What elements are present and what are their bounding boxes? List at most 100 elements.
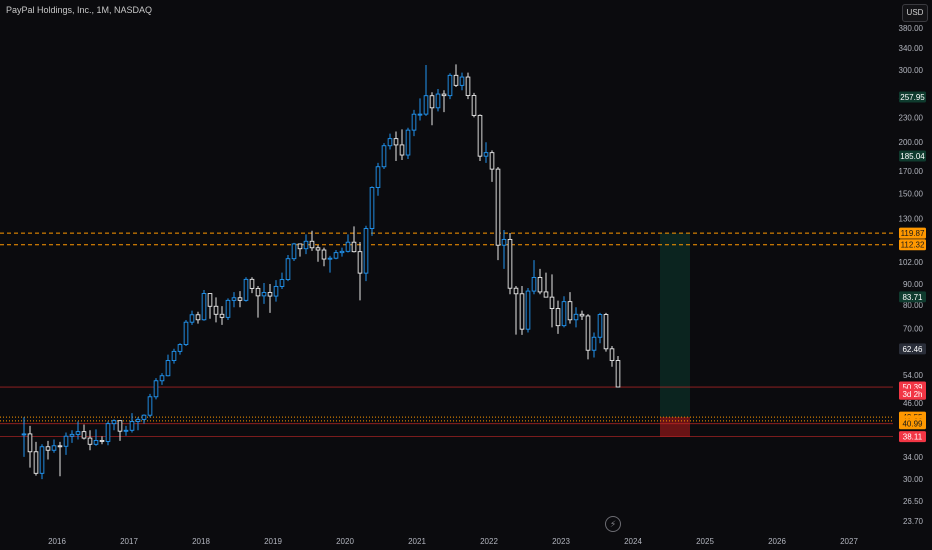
candle-body (105, 423, 111, 442)
candle (285, 254, 291, 282)
currency-button[interactable]: USD (902, 4, 928, 22)
candle (453, 64, 459, 87)
lightning-bolt-icon[interactable]: ⚡ (605, 516, 621, 532)
candle (333, 250, 339, 260)
y-tick-label: 340.00 (899, 44, 924, 53)
candle (315, 245, 321, 262)
candle-body (135, 418, 141, 422)
candle (597, 312, 603, 344)
candle (327, 255, 333, 273)
candle (351, 226, 357, 253)
candle (501, 230, 507, 269)
price-label: 119.87 (899, 227, 926, 239)
candle-body (147, 396, 153, 416)
y-tick-label: 170.00 (899, 167, 924, 176)
x-tick-label: 2018 (192, 537, 210, 546)
y-tick-label: 230.00 (899, 113, 924, 122)
candle-body (261, 292, 267, 297)
candle (429, 92, 435, 126)
candle-body (93, 440, 99, 445)
horizontal-lines[interactable] (0, 232, 893, 438)
candle (117, 420, 123, 441)
candle (423, 64, 429, 116)
candle (267, 284, 273, 313)
candle-body (45, 446, 51, 451)
candle (33, 441, 39, 476)
candle-body (33, 451, 39, 474)
candle-body (303, 240, 309, 250)
candle (291, 242, 297, 261)
price-label: 62.46 (899, 343, 926, 355)
candle (27, 425, 33, 468)
candle-body (171, 350, 177, 361)
candle-body (321, 249, 327, 260)
candle-body (51, 445, 57, 451)
price-label: 112.32 (899, 239, 926, 251)
candle (159, 373, 165, 385)
candle (555, 300, 561, 334)
candle-body (363, 228, 369, 274)
candle (21, 417, 27, 457)
candle-body (351, 241, 357, 253)
price-label-text: 38.11 (903, 433, 923, 442)
y-tick-label: 90.00 (903, 280, 924, 289)
candle-body (57, 445, 63, 448)
candle-body (411, 113, 417, 131)
x-tick-label: 2019 (264, 537, 282, 546)
price-label-text: 112.32 (901, 241, 925, 250)
candle-body (387, 138, 393, 147)
candle-body (267, 292, 273, 297)
candle-body (327, 257, 333, 260)
candle (585, 314, 591, 360)
candle-body (609, 348, 615, 361)
candle (189, 310, 195, 325)
target-zone[interactable] (660, 233, 690, 418)
candle-body (537, 277, 543, 293)
candle (459, 72, 465, 91)
candle (411, 109, 417, 137)
candle-body (87, 437, 93, 445)
candle (225, 298, 231, 321)
candle-body (165, 360, 171, 377)
y-tick-label: 30.00 (903, 475, 924, 484)
position-box[interactable] (660, 233, 690, 437)
price-label-text: 62.46 (902, 345, 923, 354)
x-tick-label: 2027 (840, 537, 858, 546)
candle-body (21, 433, 27, 436)
candle (237, 291, 243, 308)
candle-body (75, 431, 81, 435)
candle-body (399, 144, 405, 156)
candle (405, 127, 411, 159)
price-label-text: 83.71 (902, 293, 923, 302)
candle (357, 242, 363, 301)
candle-body (63, 435, 69, 447)
y-tick-label: 380.00 (899, 24, 924, 33)
candle-body (513, 287, 519, 295)
symbol-title: PayPal Holdings, Inc., 1M, NASDAQ (6, 5, 153, 15)
candle (249, 277, 255, 294)
candle-body (597, 314, 603, 338)
stop-zone[interactable] (660, 417, 690, 437)
candle-body (375, 166, 381, 188)
candle (507, 232, 513, 295)
candle (207, 293, 213, 319)
candle (609, 345, 615, 367)
price-label-text: 185.04 (900, 152, 925, 161)
candle-body (123, 429, 129, 432)
candle (567, 292, 573, 324)
candle (105, 421, 111, 446)
candle-body (555, 308, 561, 327)
price-labels: 257.95185.04119.87112.3283.7162.4650.393… (899, 91, 926, 443)
candle (435, 88, 441, 112)
x-tick-label: 2017 (120, 537, 138, 546)
price-label: 38.11 (899, 431, 926, 443)
time-axis[interactable]: 2016 2017 2018 2019 2020 2021 2022 2023 2024 2025… (48, 537, 858, 546)
candle-body (207, 293, 213, 307)
price-label-bg (899, 418, 926, 430)
candle-body (507, 238, 513, 289)
candle-body (489, 152, 495, 170)
candle-body (549, 296, 555, 309)
candle (183, 320, 189, 346)
candle-body (231, 297, 237, 301)
